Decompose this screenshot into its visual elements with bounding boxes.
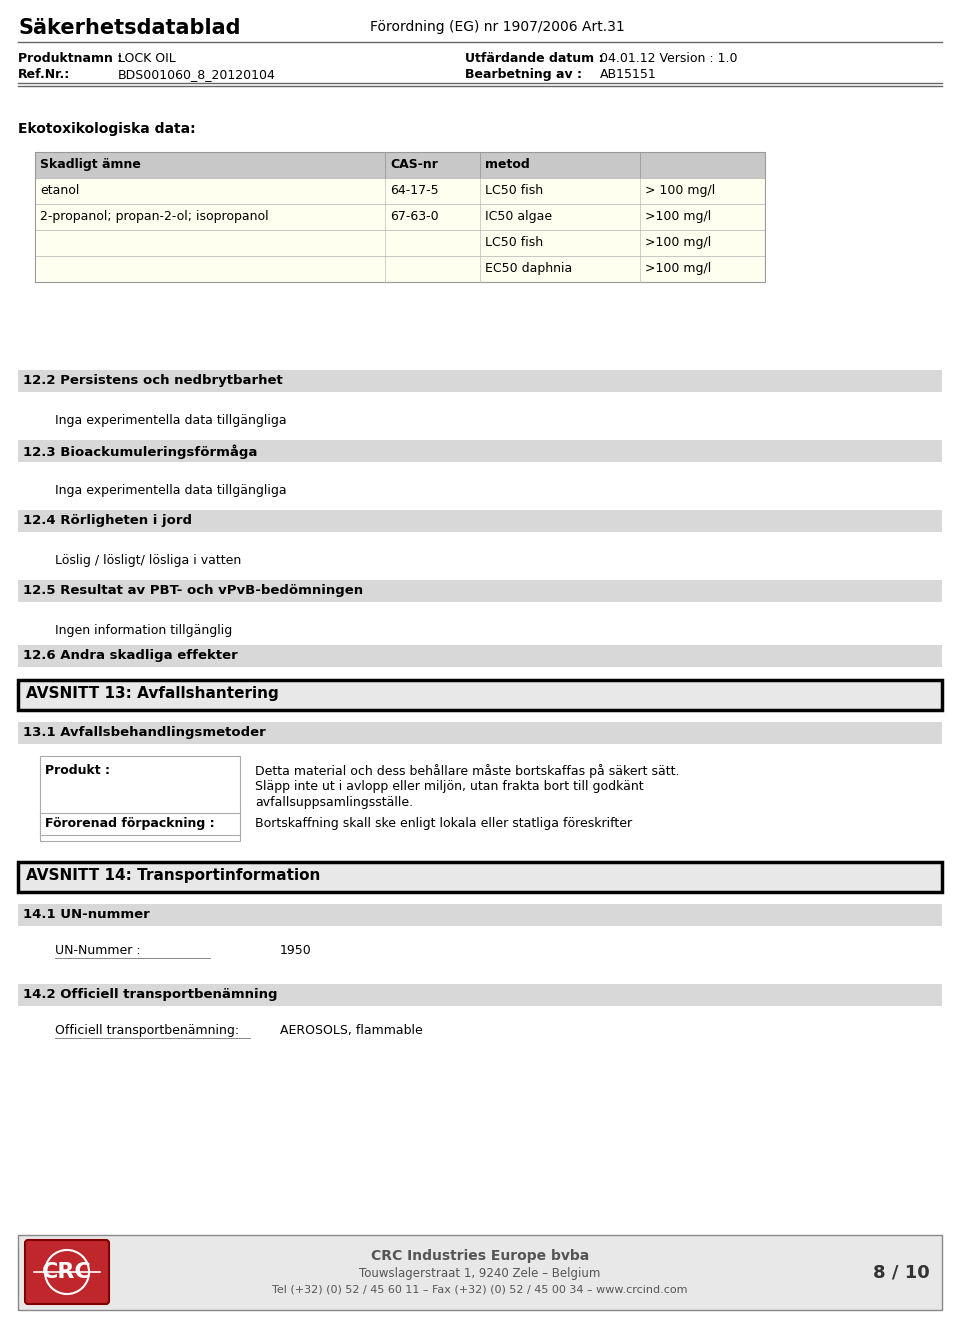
Bar (18, 862, 942, 892)
Text: LC50 fish: LC50 fish (485, 185, 543, 196)
Text: LOCK OIL: LOCK OIL (118, 51, 176, 65)
Text: 12.5 Resultat av PBT- och vPvB-bedömningen: 12.5 Resultat av PBT- och vPvB-bedömning… (23, 584, 363, 597)
Bar (35, 231, 765, 256)
Text: Bearbetning av :: Bearbetning av : (465, 69, 582, 80)
Text: 64-17-5: 64-17-5 (390, 185, 439, 196)
Text: AVSNITT 14: Transportinformation: AVSNITT 14: Transportinformation (26, 869, 321, 883)
Text: LC50 fish: LC50 fish (485, 236, 543, 249)
Bar (18, 580, 942, 602)
Text: Ref.Nr.:: Ref.Nr.: (18, 69, 70, 80)
Text: >100 mg/l: >100 mg/l (645, 210, 711, 223)
Text: metod: metod (485, 158, 530, 171)
Text: avfallsuppsamlingsställe.: avfallsuppsamlingsställe. (255, 796, 413, 809)
Bar (18, 904, 942, 927)
Text: >100 mg/l: >100 mg/l (645, 236, 711, 249)
Bar (35, 152, 765, 282)
Text: etanol: etanol (40, 185, 80, 196)
Text: EC50 daphnia: EC50 daphnia (485, 262, 572, 275)
Text: Förordning (EG) nr 1907/2006 Art.31: Förordning (EG) nr 1907/2006 Art.31 (370, 20, 625, 34)
Text: Löslig / lösligt/ lösliga i vatten: Löslig / lösligt/ lösliga i vatten (55, 554, 241, 567)
Text: Inga experimentella data tillgängliga: Inga experimentella data tillgängliga (55, 414, 287, 427)
Bar (40, 813, 240, 836)
Bar (18, 1235, 942, 1310)
Bar (18, 440, 942, 463)
Text: Släpp inte ut i avlopp eller miljön, utan frakta bort till godkänt: Släpp inte ut i avlopp eller miljön, uta… (255, 780, 643, 793)
Bar (35, 152, 765, 178)
Text: 8 / 10: 8 / 10 (874, 1264, 930, 1281)
Text: 12.4 Rörligheten i jord: 12.4 Rörligheten i jord (23, 514, 192, 527)
Text: 04.01.12 Version : 1.0: 04.01.12 Version : 1.0 (600, 51, 737, 65)
Text: 12.3 Bioackumuleringsförmåga: 12.3 Bioackumuleringsförmåga (23, 444, 257, 459)
Bar (18, 510, 942, 532)
Text: 12.2 Persistens och nedbrytbarhet: 12.2 Persistens och nedbrytbarhet (23, 374, 283, 387)
Bar (35, 204, 765, 231)
FancyBboxPatch shape (25, 1240, 109, 1304)
Text: Säkerhetsdatablad: Säkerhetsdatablad (18, 18, 241, 38)
Text: UN-Nummer :: UN-Nummer : (55, 944, 140, 957)
Bar (18, 370, 942, 391)
Bar (35, 178, 765, 204)
Text: CAS-nr: CAS-nr (390, 158, 438, 171)
Text: 2-propanol; propan-2-ol; isopropanol: 2-propanol; propan-2-ol; isopropanol (40, 210, 269, 223)
Text: CRC: CRC (42, 1263, 92, 1282)
Text: 67-63-0: 67-63-0 (390, 210, 439, 223)
Text: Tel (+32) (0) 52 / 45 60 11 – Fax (+32) (0) 52 / 45 00 34 – www.crcind.com: Tel (+32) (0) 52 / 45 60 11 – Fax (+32) … (273, 1285, 687, 1296)
Text: 14.2 Officiell transportbenämning: 14.2 Officiell transportbenämning (23, 988, 277, 1000)
Bar (18, 645, 942, 667)
Text: > 100 mg/l: > 100 mg/l (645, 185, 715, 196)
Text: CRC Industries Europe bvba: CRC Industries Europe bvba (371, 1249, 589, 1263)
Text: BDS001060_8_20120104: BDS001060_8_20120104 (118, 69, 276, 80)
Text: Inga experimentella data tillgängliga: Inga experimentella data tillgängliga (55, 484, 287, 497)
Text: 12.6 Andra skadliga effekter: 12.6 Andra skadliga effekter (23, 648, 238, 662)
Text: Produkt :: Produkt : (45, 764, 110, 778)
Text: Förorenad förpackning :: Förorenad förpackning : (45, 817, 215, 830)
Text: 13.1 Avfallsbehandlingsmetoder: 13.1 Avfallsbehandlingsmetoder (23, 726, 266, 739)
Text: Ekotoxikologiska data:: Ekotoxikologiska data: (18, 123, 196, 136)
Text: 1950: 1950 (280, 944, 312, 957)
Bar (18, 722, 942, 743)
Text: Detta material och dess behållare måste bortskaffas på säkert sätt.: Detta material och dess behållare måste … (255, 764, 680, 778)
Text: AVSNITT 13: Avfallshantering: AVSNITT 13: Avfallshantering (26, 685, 278, 701)
Text: IC50 algae: IC50 algae (485, 210, 552, 223)
Bar (18, 985, 942, 1006)
Text: Officiell transportbenämning:: Officiell transportbenämning: (55, 1024, 239, 1037)
Bar (40, 757, 240, 841)
Text: AEROSOLS, flammable: AEROSOLS, flammable (280, 1024, 422, 1037)
Text: >100 mg/l: >100 mg/l (645, 262, 711, 275)
Text: AB15151: AB15151 (600, 69, 657, 80)
Text: 14.1 UN-nummer: 14.1 UN-nummer (23, 908, 150, 921)
Text: Bortskaffning skall ske enligt lokala eller statliga föreskrifter: Bortskaffning skall ske enligt lokala el… (255, 817, 632, 830)
Text: Produktnamn :: Produktnamn : (18, 51, 122, 65)
Text: Ingen information tillgänglig: Ingen information tillgänglig (55, 623, 232, 637)
Text: Touwslagerstraat 1, 9240 Zele – Belgium: Touwslagerstraat 1, 9240 Zele – Belgium (359, 1267, 601, 1280)
Bar (18, 680, 942, 710)
Text: Utfärdande datum :: Utfärdande datum : (465, 51, 604, 65)
Bar (35, 256, 765, 282)
Text: Skadligt ämne: Skadligt ämne (40, 158, 141, 171)
